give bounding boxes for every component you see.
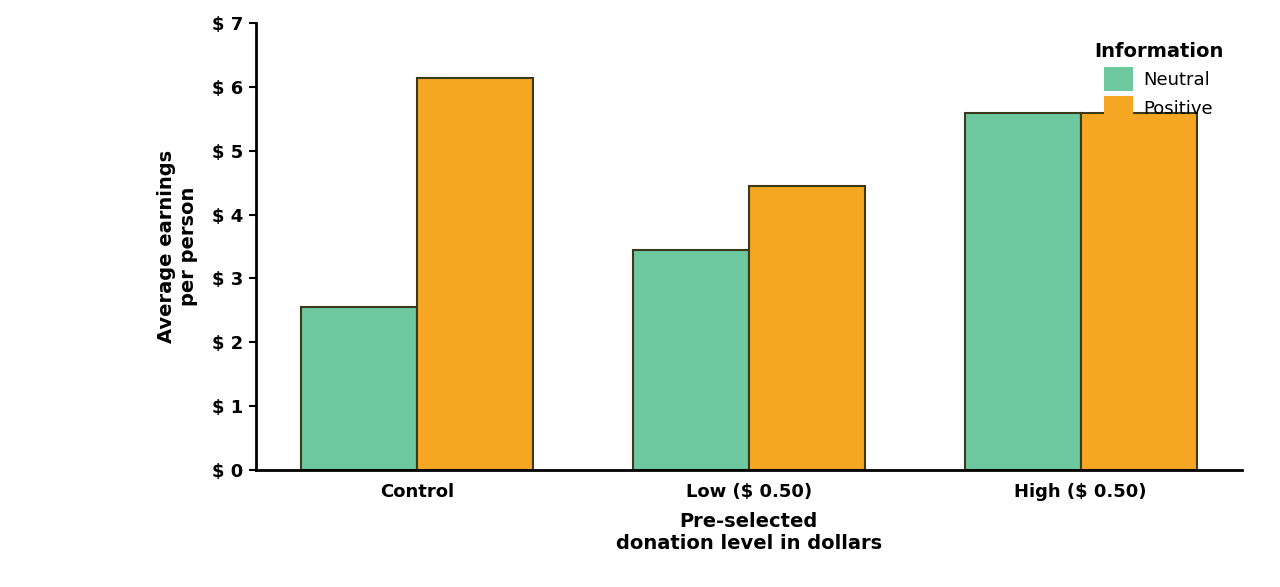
Bar	[965, 113, 1080, 470]
Bar	[749, 186, 865, 470]
Bar	[301, 307, 417, 470]
Legend: Neutral, Positive: Neutral, Positive	[1085, 32, 1233, 128]
Bar	[632, 249, 749, 470]
X-axis label: Pre-selected
donation level in dollars: Pre-selected donation level in dollars	[616, 512, 882, 553]
Y-axis label: Average earnings
per person: Average earnings per person	[157, 150, 198, 343]
Bar	[417, 77, 532, 470]
Bar	[1080, 113, 1197, 470]
